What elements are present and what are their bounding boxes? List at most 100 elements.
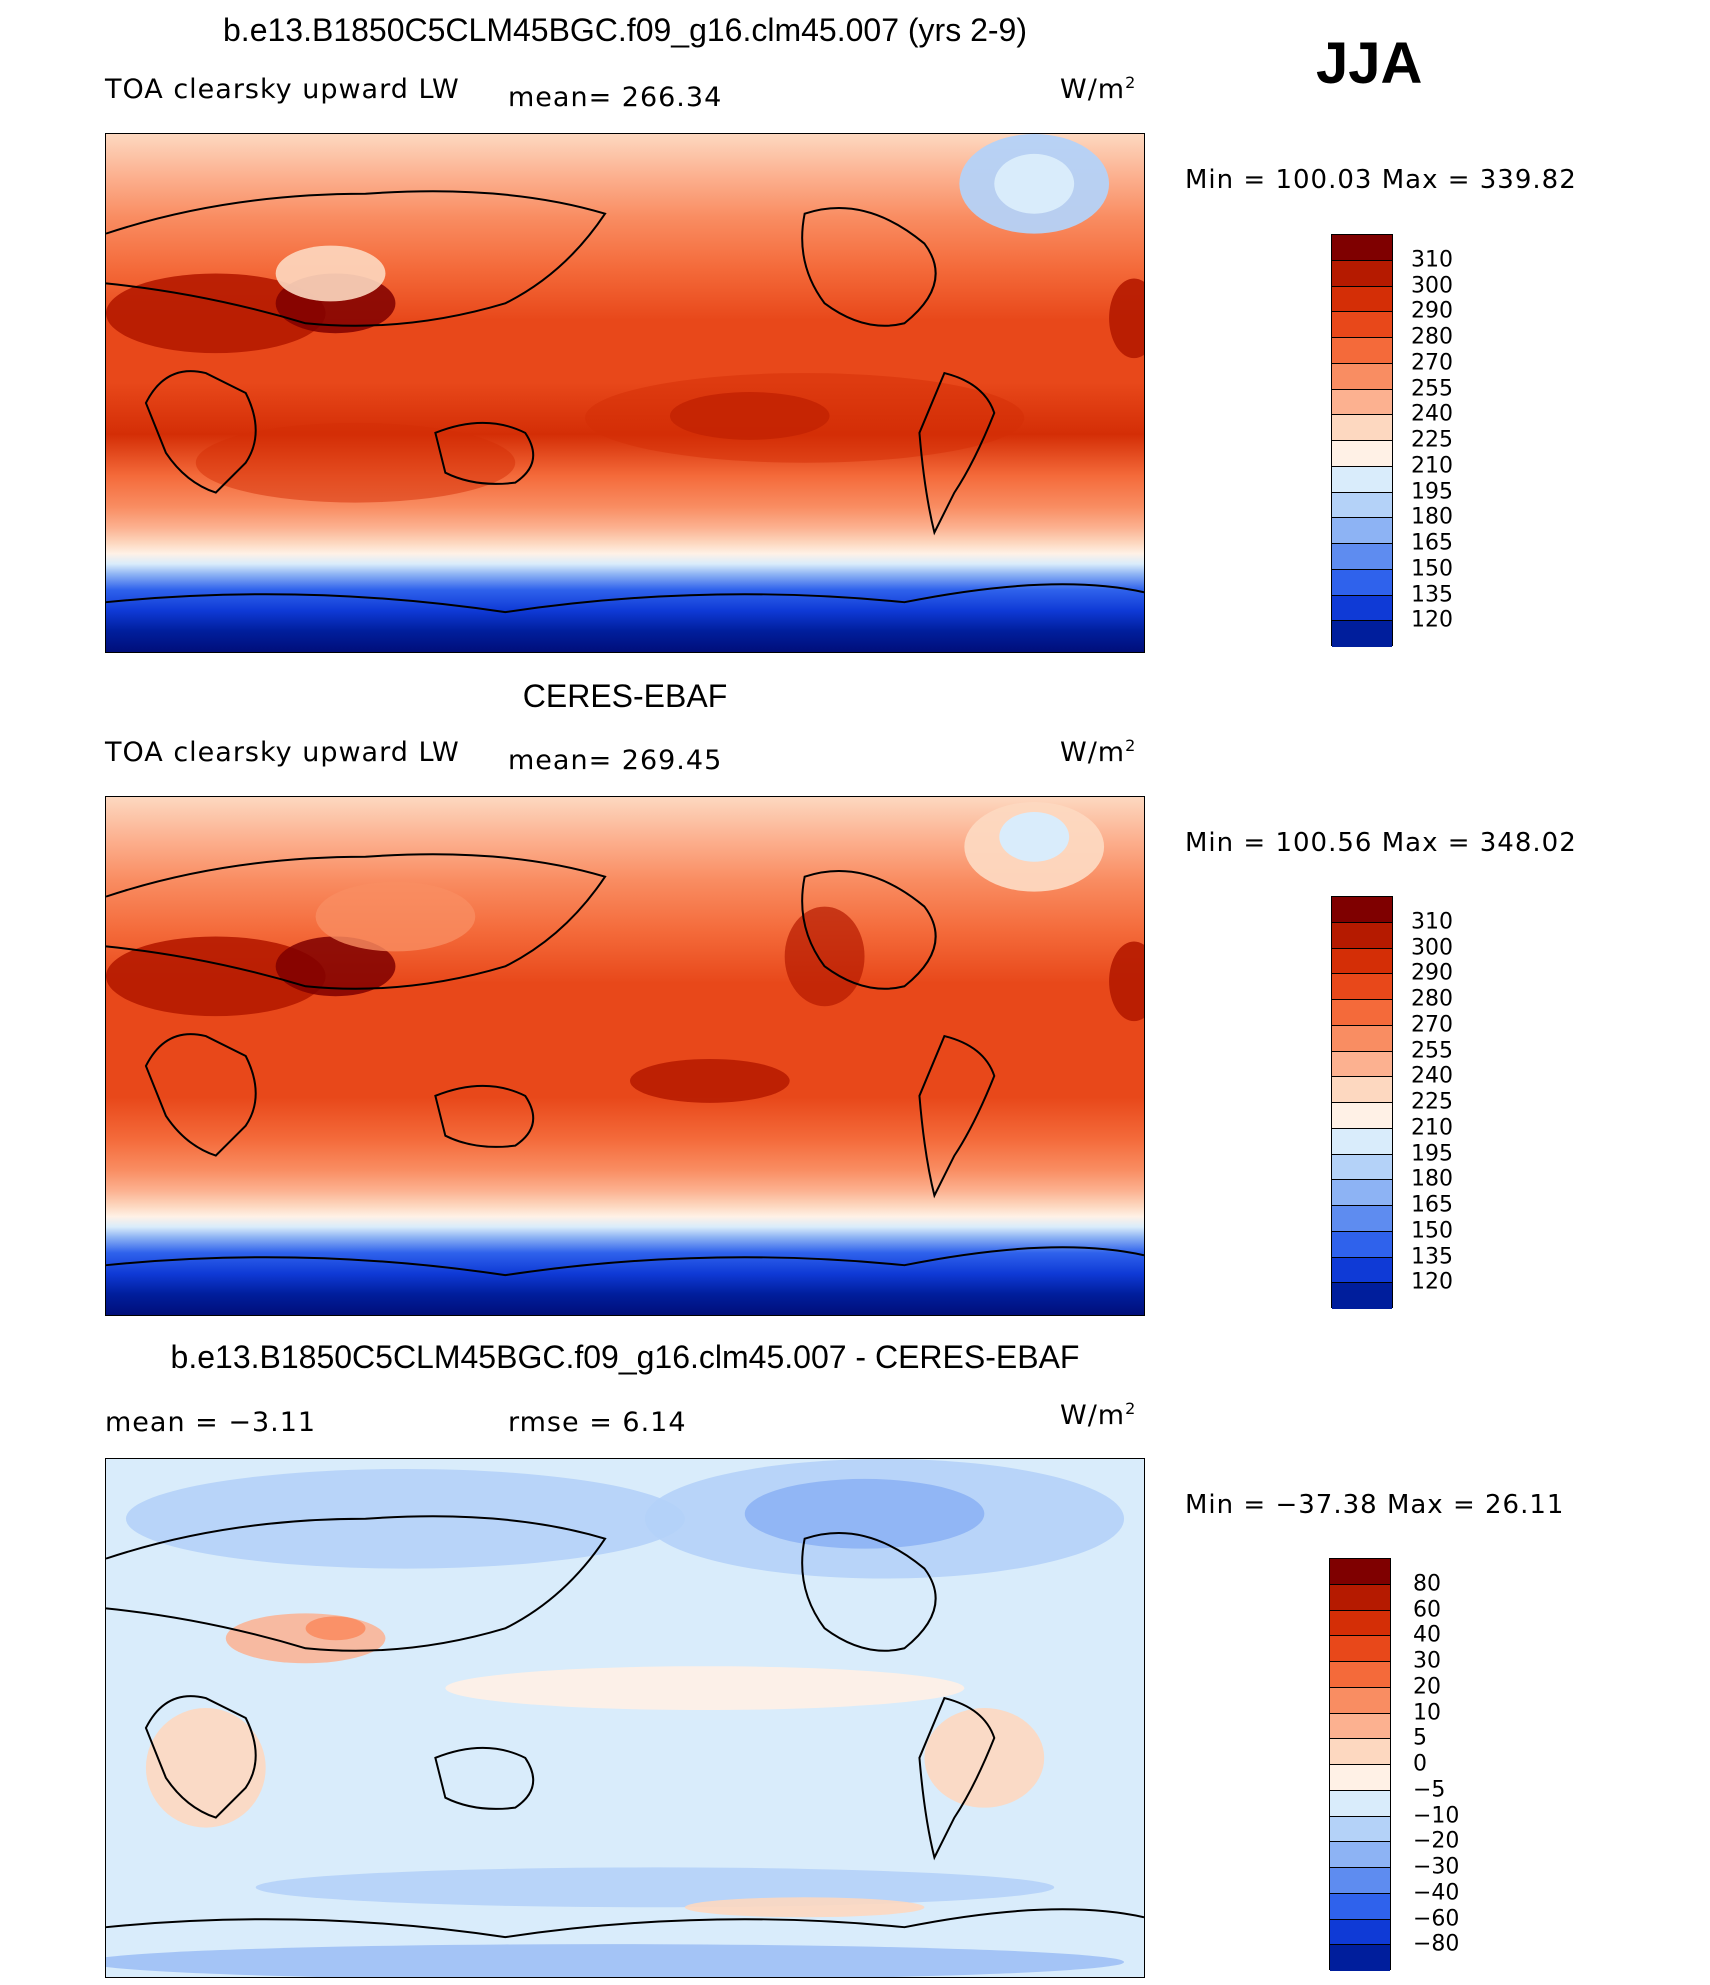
- colorbar-box: [1332, 312, 1392, 338]
- colorbar: [1329, 1558, 1391, 1971]
- units-label: W/m2: [1060, 736, 1137, 768]
- mean-label: mean= 266.34: [508, 82, 723, 113]
- colorbar-box: [1332, 974, 1392, 1000]
- colorbar-tick-label: 225: [1411, 427, 1453, 453]
- colorbar-tick-label: 210: [1411, 1115, 1453, 1141]
- colorbar-tick-label: 60: [1413, 1597, 1441, 1622]
- colorbar-tick-label: 150: [1411, 1218, 1453, 1244]
- colorbar-box: [1332, 1206, 1392, 1232]
- colorbar-tick-label: 30: [1413, 1648, 1441, 1674]
- colorbar-tick-label: −20: [1413, 1828, 1460, 1854]
- colorbar-tick-label: 280: [1411, 324, 1453, 350]
- colorbar-tick-label: 120: [1411, 1269, 1453, 1295]
- colorbar-box: [1332, 518, 1392, 544]
- colorbar-box: [1332, 1154, 1392, 1181]
- map-difference: [105, 1458, 1145, 1978]
- colorbar-tick-label: −10: [1413, 1803, 1460, 1828]
- mean-label: mean = −3.11: [105, 1407, 317, 1438]
- min-max-label: Min = −37.38 Max = 26.11: [1185, 1490, 1565, 1520]
- colorbar-tick-label: 280: [1411, 986, 1453, 1012]
- colorbar-tick-label: 80: [1413, 1571, 1441, 1597]
- colorbar-tick-label: 310: [1411, 247, 1453, 273]
- rmse-label: rmse = 6.14: [508, 1407, 687, 1438]
- colorbar-box: [1332, 1231, 1392, 1258]
- colorbar-tick-label: 195: [1411, 479, 1453, 504]
- colorbar-box: [1330, 1584, 1390, 1611]
- colorbar-box: [1332, 260, 1392, 287]
- colorbar-box: [1332, 441, 1392, 467]
- colorbar-box: [1330, 1559, 1390, 1585]
- colorbar-box: [1332, 621, 1392, 647]
- colorbar-tick-label: 165: [1411, 530, 1453, 556]
- colorbar-tick-label: 290: [1411, 298, 1453, 324]
- colorbar-tick-label: 20: [1413, 1674, 1441, 1700]
- colorbar-tick-label: 180: [1411, 1166, 1453, 1192]
- colorbar-tick-label: 135: [1411, 582, 1453, 607]
- min-max-label: Min = 100.56 Max = 348.02: [1185, 828, 1577, 858]
- colorbar-tick-label: 270: [1411, 350, 1453, 376]
- map-observation: [105, 796, 1145, 1316]
- panel-title: b.e13.B1850C5CLM45BGC.f09_g16.clm45.007 …: [170, 1339, 1080, 1375]
- colorbar-box: [1332, 922, 1392, 949]
- colorbar-tick-label: 300: [1411, 273, 1453, 298]
- colorbar-tick-label: 150: [1411, 556, 1453, 582]
- colorbar-box: [1332, 1103, 1392, 1129]
- colorbar-box: [1330, 1842, 1390, 1868]
- colorbar-box: [1332, 1283, 1392, 1309]
- colorbar-box: [1332, 235, 1392, 261]
- colorbar-box: [1332, 492, 1392, 519]
- colorbar-box: [1330, 1945, 1390, 1971]
- colorbar-box: [1330, 1610, 1390, 1637]
- colorbar-box: [1330, 1765, 1390, 1791]
- colorbar-tick-label: 240: [1411, 401, 1453, 427]
- colorbar-box: [1330, 1713, 1390, 1740]
- colorbar-tick-label: 120: [1411, 607, 1453, 633]
- colorbar-tick-label: 40: [1413, 1622, 1441, 1648]
- colorbar-tick-label: 195: [1411, 1141, 1453, 1166]
- colorbar-box: [1332, 1025, 1392, 1052]
- colorbar-box: [1332, 595, 1392, 622]
- colorbar-tick-label: 10: [1413, 1700, 1441, 1725]
- colorbar-box: [1332, 1257, 1392, 1284]
- colorbar-tick-label: 210: [1411, 453, 1453, 479]
- colorbar-tick-label: −80: [1413, 1931, 1460, 1957]
- colorbar-box: [1330, 1816, 1390, 1843]
- colorbar-box: [1332, 544, 1392, 570]
- colorbar-tick-label: 0: [1413, 1751, 1427, 1777]
- colorbar-tick-label: 225: [1411, 1089, 1453, 1115]
- colorbar-box: [1332, 338, 1392, 364]
- colorbar-box: [1330, 1687, 1390, 1714]
- variable-label: TOA clearsky upward LW: [105, 74, 460, 105]
- colorbar-box: [1332, 1180, 1392, 1206]
- panel-title: b.e13.B1850C5CLM45BGC.f09_g16.clm45.007 …: [223, 12, 1027, 48]
- colorbar-box: [1330, 1868, 1390, 1894]
- colorbar-box: [1332, 897, 1392, 923]
- colorbar-box: [1332, 1128, 1392, 1155]
- colorbar-box: [1330, 1662, 1390, 1688]
- colorbar-tick-label: 310: [1411, 909, 1453, 935]
- colorbar-box: [1330, 1893, 1390, 1920]
- colorbar-box: [1332, 286, 1392, 313]
- units-label: W/m2: [1060, 73, 1137, 105]
- colorbar-tick-label: 270: [1411, 1012, 1453, 1038]
- colorbar-box: [1332, 1051, 1392, 1078]
- colorbar-tick-label: −5: [1413, 1777, 1446, 1803]
- colorbar-tick-label: −40: [1413, 1880, 1460, 1906]
- colorbar-tick-label: 5: [1413, 1725, 1427, 1751]
- colorbar-tick-label: 255: [1411, 376, 1453, 401]
- colorbar-tick-label: 180: [1411, 504, 1453, 530]
- colorbar-tick-label: −60: [1413, 1906, 1460, 1931]
- units-label: W/m2: [1060, 1399, 1137, 1431]
- colorbar: [1331, 234, 1393, 647]
- colorbar-tick-label: 290: [1411, 960, 1453, 986]
- colorbar-box: [1330, 1790, 1390, 1817]
- mean-label: mean= 269.45: [508, 745, 723, 776]
- colorbar-tick-label: 135: [1411, 1244, 1453, 1269]
- panel-title: CERES-EBAF: [522, 678, 728, 714]
- colorbar-box: [1332, 569, 1392, 596]
- colorbar-box: [1330, 1739, 1390, 1765]
- colorbar-box: [1330, 1919, 1390, 1946]
- season-label: JJA: [1316, 31, 1423, 96]
- variable-label: TOA clearsky upward LW: [105, 737, 460, 768]
- colorbar-tick-label: −30: [1413, 1854, 1460, 1880]
